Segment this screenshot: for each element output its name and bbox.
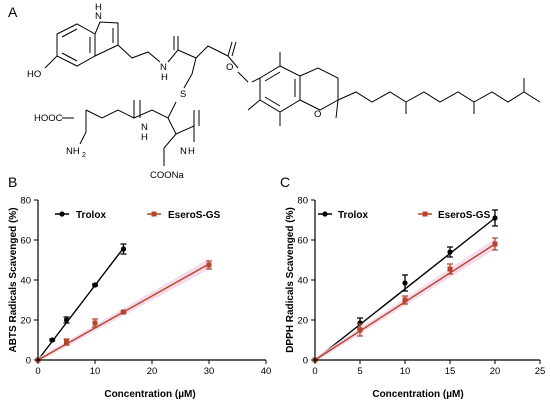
panel-label-c: C [280,174,290,190]
chroman-aromatic-ring [259,65,301,113]
chart-b-y-tick-label: 40 [20,276,31,287]
legend-trolox-label: Trolox [338,210,368,221]
chart-b-series-trolox-point [49,337,55,343]
chart-c-x-tick-label: 0 [312,366,317,377]
chart-c-y-tick-label: 40 [297,276,308,287]
chart-b-y-tick-label: 0 [26,356,31,367]
chart-c-y-tick-label: 20 [297,316,308,327]
legend-trolox-label: Trolox [76,210,106,221]
chart-c-y-tick-label: 80 [297,196,308,207]
panel-label-b: B [8,174,17,190]
nh2-label: NH [66,146,80,157]
indole-n-label: N [95,11,102,22]
legend-eseros-marker [422,211,428,217]
legend-trolox-marker [59,211,65,217]
chroman-o-label: O [314,109,321,120]
legend-trolox-marker [322,211,328,217]
indole-benzene-ring [56,23,96,67]
chart-b-series-trolox-fit-line [37,247,125,361]
chart-b-x-tick-label: 10 [90,366,101,377]
chart-c-x-tick-label: 5 [357,366,362,377]
chart-b-x-tick-label: 20 [147,366,158,377]
chemical-structure: N H HO N H S O O N [27,2,541,181]
hydroxyl-label: HO [27,69,41,80]
legend-eseros-label: EseroS-GS [438,210,491,221]
amide1-h-label: H [161,72,168,83]
chart-b-x-tick-label: 40 [261,366,272,377]
chart-c-y-tick-label: 60 [297,236,308,247]
amide3-n-label: N [180,146,187,157]
chart-b-y-tick-label: 80 [20,196,31,207]
chart-b-x-tick-label: 30 [204,366,215,377]
chart-c-y-tick-label: 0 [303,356,308,367]
chart-b-y-tick-label: 20 [20,316,31,327]
amide2-h-label: H [141,132,148,143]
chart-c-series-eseros-point [357,327,363,333]
amide3-h-label: H [188,146,195,157]
coona-label: COONa [150,170,185,181]
legend-eseros-label: EseroS-GS [168,210,221,221]
chart-c-x-tick-label: 25 [535,366,546,377]
chart-b-series-eseros-point [121,309,126,315]
phytyl-chain [337,78,541,114]
chart-c-series-eseros-point [402,297,408,303]
chart-c-series-eseros-point [492,241,498,247]
legend-eseros-marker [151,211,157,217]
hooc-label: HOOC [34,113,63,124]
chart-b-series-eseros-point [206,262,212,268]
chart-c-x-tick-label: 10 [400,366,411,377]
chart-b-series-trolox-point [92,282,98,288]
chart-b-series-trolox-point [120,246,127,252]
chart-c-x-tick-label: 15 [445,366,456,377]
chart-c-series-trolox-point [492,215,498,221]
chart-c-series-trolox-point [402,280,408,286]
chart-c-x-tick-label: 20 [490,366,501,377]
chart-c-legend: Trolox EseroS-GS [318,210,491,221]
panel-label-a: A [8,4,18,20]
chart-c-series-trolox-point [447,249,453,255]
indole-pyrrole-ring [94,21,119,57]
amide1-n-label: N [160,62,167,73]
chart-b-series-eseros-point [64,339,69,345]
chart-b-series-eseros-point [92,320,98,326]
chart-b-x-tick-label: 0 [35,366,40,377]
chart-b-ylabel: ABTS Radicals Scavenged (%) [8,207,19,352]
nh2-subscript: 2 [82,152,86,159]
chart-c-ylabel: DPPH Radicals Scavenged (%) [285,207,296,353]
sulfur-label: S [180,89,186,100]
chart-b-xlabel: Concentration (µM) [104,389,195,400]
chart-dpph: Concentration (µM) DPPH Radicals Scaveng… [285,196,545,401]
chart-c-series-eseros-point [447,266,453,272]
chart-b-y-tick-label: 60 [20,236,31,247]
chart-b-legend: Trolox EseroS-GS [55,210,221,221]
ester-o-label: O [226,62,233,73]
chart-c-xlabel: Concentration (µM) [372,389,463,400]
amide2-n-label: N [141,122,148,133]
chart-abts: Concentration (µM) ABTS Radicals Scaveng… [8,196,271,401]
chart-b-series-trolox-point [63,317,70,323]
indole-h-label: H [95,2,102,13]
